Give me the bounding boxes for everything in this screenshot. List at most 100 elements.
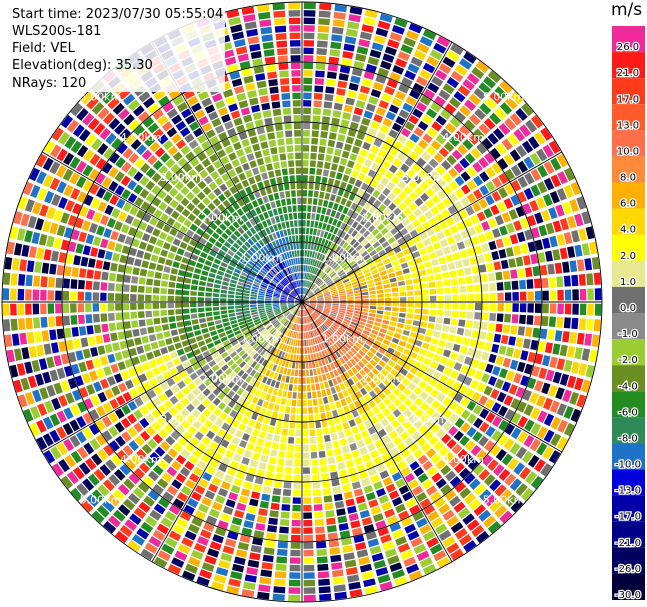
velocity-gate <box>542 237 551 249</box>
velocity-gate <box>241 205 249 214</box>
velocity-gate <box>221 351 229 359</box>
velocity-gate <box>581 211 591 225</box>
velocity-gate <box>34 331 42 343</box>
range-ring-labels: 1.00km1.00km1.00km1.00km2.00km2.00km2.00… <box>80 90 525 506</box>
velocity-gate <box>31 359 41 373</box>
velocity-gate <box>254 320 262 326</box>
velocity-gate <box>343 452 352 461</box>
colorbar-tick-label: -21.0 <box>615 538 641 549</box>
velocity-gate <box>353 400 362 409</box>
velocity-gate <box>289 306 296 311</box>
velocity-gate <box>342 355 349 362</box>
velocity-gate <box>315 308 322 312</box>
velocity-gate <box>111 454 123 467</box>
velocity-gate <box>293 474 301 482</box>
velocity-gate <box>294 331 298 339</box>
velocity-gate <box>69 419 80 432</box>
velocity-gate <box>280 296 287 299</box>
velocity-gate <box>396 275 404 282</box>
velocity-gate <box>416 157 427 168</box>
velocity-gate <box>364 175 373 185</box>
velocity-gate <box>76 446 89 460</box>
velocity-gate <box>51 193 61 207</box>
velocity-gate <box>271 280 278 286</box>
velocity-gate <box>322 323 328 330</box>
velocity-gate <box>287 302 294 305</box>
velocity-gate <box>168 530 182 542</box>
velocity-gate <box>335 246 341 253</box>
velocity-gate <box>187 556 201 567</box>
velocity-gate <box>292 282 296 289</box>
velocity-gate <box>221 318 229 323</box>
velocity-gate <box>90 347 99 357</box>
velocity-gate <box>255 206 262 215</box>
velocity-gate <box>107 97 120 110</box>
velocity-gate <box>536 196 546 209</box>
velocity-gate <box>334 265 341 272</box>
velocity-gate <box>283 344 288 352</box>
velocity-gate <box>110 363 119 374</box>
velocity-gate <box>249 552 261 561</box>
velocity-gate <box>345 286 353 290</box>
velocity-gate <box>408 23 423 34</box>
velocity-gate <box>242 195 251 204</box>
velocity-gate <box>202 332 211 339</box>
velocity-gate <box>342 50 354 60</box>
velocity-gate <box>251 314 259 318</box>
velocity-gate <box>302 310 304 317</box>
velocity-gate <box>340 119 350 128</box>
velocity-gate <box>364 221 372 229</box>
velocity-gate <box>422 289 429 295</box>
velocity-gate <box>556 187 567 201</box>
velocity-gate <box>316 252 321 260</box>
velocity-gate <box>283 310 290 315</box>
velocity-gate <box>397 152 407 162</box>
velocity-gate <box>460 397 470 407</box>
velocity-gate <box>562 261 570 273</box>
velocity-gate <box>274 322 281 328</box>
velocity-gate <box>363 110 374 119</box>
velocity-gate <box>75 431 87 444</box>
velocity-gate <box>263 321 270 326</box>
velocity-gate <box>250 340 257 347</box>
velocity-gate <box>302 145 310 152</box>
velocity-gate <box>407 63 420 74</box>
velocity-gate <box>312 322 317 329</box>
velocity-gate <box>228 371 236 380</box>
velocity-gate <box>218 559 231 570</box>
velocity-gate <box>65 339 74 351</box>
velocity-gate <box>367 261 375 268</box>
velocity-gate <box>365 492 376 501</box>
velocity-gate <box>303 467 310 474</box>
velocity-gate <box>38 358 48 371</box>
velocity-gate <box>81 220 91 231</box>
velocity-gate <box>447 205 457 215</box>
velocity-gate <box>312 122 320 130</box>
velocity-gate <box>290 293 296 298</box>
velocity-gate <box>416 550 430 562</box>
velocity-gate <box>295 302 302 304</box>
velocity-gate <box>141 443 153 455</box>
velocity-gate <box>257 398 264 407</box>
velocity-gate <box>309 304 316 307</box>
velocity-gate <box>186 265 195 273</box>
velocity-gate <box>371 329 379 335</box>
velocity-gate <box>291 77 301 85</box>
velocity-gate <box>474 312 482 320</box>
velocity-gate <box>391 97 403 108</box>
velocity-gate <box>364 375 372 383</box>
velocity-gate <box>287 285 293 291</box>
velocity-gate <box>363 343 371 350</box>
velocity-gate <box>13 348 23 361</box>
velocity-gate <box>357 235 365 243</box>
velocity-gate <box>325 86 335 94</box>
velocity-gate <box>324 297 332 300</box>
velocity-gate <box>400 549 414 560</box>
velocity-gate <box>368 96 379 105</box>
velocity-gate <box>171 133 182 144</box>
colorbar-swatch <box>612 182 645 209</box>
velocity-gate <box>444 287 452 294</box>
velocity-gate <box>260 391 267 400</box>
velocity-gate <box>377 574 391 584</box>
velocity-gate <box>377 373 385 381</box>
